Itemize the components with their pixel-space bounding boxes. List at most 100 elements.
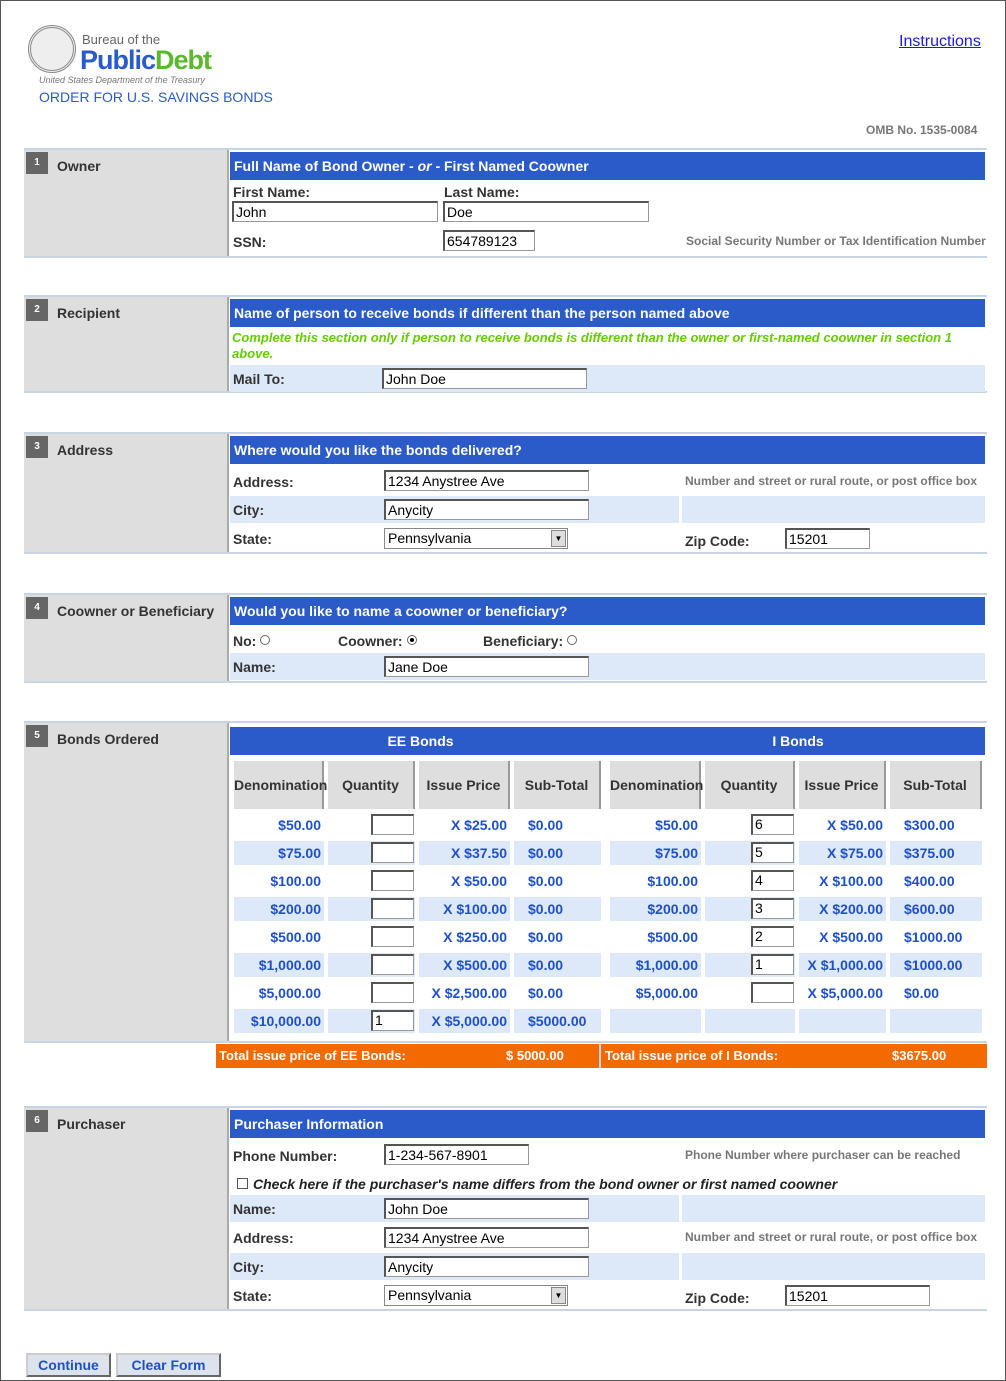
section-number: 5 — [26, 725, 48, 747]
differs-checkbox[interactable] — [237, 1178, 248, 1189]
ee-quantity-input[interactable] — [371, 898, 414, 919]
ee-quantity-input[interactable] — [371, 954, 414, 975]
denomination: $50.00 — [655, 817, 698, 833]
ee-bond-cell: $500.00 — [234, 925, 324, 949]
i-column-header: Quantity — [705, 761, 795, 809]
mail-to-input[interactable]: John Doe — [382, 368, 587, 389]
ee-quantity-input[interactable] — [371, 926, 414, 947]
differs-checkbox-row[interactable]: Check here if the purchaser's name diffe… — [237, 1176, 837, 1192]
section-header: Would you like to name a coowner or bene… — [230, 597, 985, 625]
last-name-input[interactable]: Doe — [443, 201, 649, 222]
sub-total: $0.00 — [528, 957, 564, 973]
i-quantity-input[interactable]: 5 — [751, 842, 794, 863]
i-quantity-input[interactable] — [751, 982, 794, 1003]
coowner-radio[interactable] — [406, 635, 417, 645]
address-section: 3 Address Where would you like the bonds … — [24, 432, 987, 554]
city-row-right — [682, 496, 985, 523]
zip-input[interactable]: 15201 — [785, 528, 870, 549]
state-select[interactable]: Pennsylvania ▼ — [384, 528, 568, 549]
no-radio[interactable] — [260, 635, 271, 645]
owner-section: 1 Owner Full Name of Bond Owner - or - Fi… — [24, 148, 987, 258]
beneficiary-option[interactable]: Beneficiary: — [483, 633, 578, 649]
ee-bond-cell: X $50.00 — [419, 869, 510, 893]
ee-bond-cell — [328, 925, 415, 949]
name-row-right — [682, 1195, 985, 1222]
ee-bond-cell — [328, 953, 415, 977]
city-input[interactable]: Anycity — [384, 499, 589, 520]
ee-quantity-input[interactable] — [371, 814, 414, 835]
section-title: Owner — [57, 158, 101, 174]
ee-quantity-input[interactable]: 1 — [371, 1010, 414, 1031]
denomination: $200.00 — [270, 901, 321, 917]
section-header: Name of person to receive bonds if diffe… — [230, 299, 985, 327]
name-label: Name: — [233, 1201, 276, 1217]
city-label: City: — [233, 502, 265, 518]
ee-bond-cell — [328, 841, 415, 865]
ee-bond-cell: $5000.00 — [514, 1009, 601, 1033]
ee-quantity-input[interactable] — [371, 842, 414, 863]
ee-bond-cell — [328, 813, 415, 837]
i-quantity-input[interactable]: 2 — [751, 926, 794, 947]
issue-price: X $500.00 — [819, 929, 883, 945]
issue-price: X $75.00 — [826, 845, 883, 861]
phone-hint: Phone Number where purchaser can be reac… — [685, 1148, 961, 1162]
i-bond-cell: 2 — [705, 925, 795, 949]
issue-price: X $50.00 — [826, 817, 883, 833]
i-bond-cell: $1000.00 — [890, 925, 982, 949]
denomination: $1,000.00 — [635, 957, 698, 973]
denomination: $100.00 — [647, 873, 698, 889]
coowner-option[interactable]: Coowner: — [338, 633, 417, 649]
coowner-name-input[interactable]: Jane Doe — [384, 656, 589, 677]
purchaser-zip-input[interactable]: 15201 — [785, 1285, 930, 1306]
last-name-label: Last Name: — [444, 184, 520, 200]
no-option[interactable]: No: — [233, 633, 271, 649]
i-bond-cell — [705, 981, 795, 1005]
i-bond-cell: $0.00 — [890, 981, 982, 1005]
i-bond-cell: $50.00 — [610, 813, 701, 837]
issue-price: X $2,500.00 — [431, 985, 507, 1001]
i-bond-cell — [890, 1009, 982, 1033]
sub-total: $600.00 — [904, 901, 955, 917]
continue-button[interactable]: Continue — [26, 1353, 111, 1377]
ee-bonds-header: EE Bonds — [230, 727, 607, 755]
treasury-seal-icon — [28, 25, 76, 73]
i-bond-cell: 6 — [705, 813, 795, 837]
ssn-input[interactable]: 654789123 — [443, 230, 535, 251]
i-bond-cell: $5,000.00 — [610, 981, 701, 1005]
sub-total: $375.00 — [904, 845, 955, 861]
clear-form-button[interactable]: Clear Form — [116, 1353, 221, 1377]
i-quantity-input[interactable]: 3 — [751, 898, 794, 919]
ee-total-value: $ 5000.00 — [506, 1048, 564, 1063]
first-name-input[interactable]: John — [232, 201, 438, 222]
purchaser-state-select[interactable]: Pennsylvania ▼ — [384, 1285, 568, 1306]
sub-total: $300.00 — [904, 817, 955, 833]
address-label: Address: — [233, 1230, 294, 1246]
ee-column-header: Sub-Total — [514, 761, 601, 809]
ee-bond-cell: $75.00 — [234, 841, 324, 865]
issue-price: X $200.00 — [819, 901, 883, 917]
ee-quantity-input[interactable] — [371, 982, 414, 1003]
ee-bond-cell: $10,000.00 — [234, 1009, 324, 1033]
i-bond-cell: $300.00 — [890, 813, 982, 837]
denomination: $75.00 — [278, 845, 321, 861]
instructions-link[interactable]: Instructions — [899, 33, 981, 50]
i-quantity-input[interactable]: 4 — [751, 870, 794, 891]
phone-input[interactable]: 1-234-567-8901 — [384, 1144, 529, 1165]
ee-quantity-input[interactable] — [371, 870, 414, 891]
i-quantity-input[interactable]: 1 — [751, 954, 794, 975]
i-bond-cell: 1 — [705, 953, 795, 977]
recipient-note: Complete this section only if person to … — [232, 330, 952, 361]
city-row-right — [682, 1253, 985, 1280]
address-input[interactable]: 1234 Anystree Ave — [384, 470, 589, 491]
beneficiary-radio[interactable] — [567, 635, 578, 645]
purchaser-city-input[interactable]: Anycity — [384, 1256, 589, 1277]
mail-to-row — [230, 365, 985, 392]
ee-bond-cell: X $25.00 — [419, 813, 510, 837]
denomination: $500.00 — [647, 929, 698, 945]
denomination: $5,000.00 — [258, 985, 321, 1001]
purchaser-name-input[interactable]: John Doe — [384, 1198, 589, 1219]
purchaser-address-input[interactable]: 1234 Anystree Ave — [384, 1227, 589, 1248]
i-quantity-input[interactable]: 6 — [751, 814, 794, 835]
ee-bond-cell — [328, 897, 415, 921]
i-bond-cell: X $200.00 — [799, 897, 886, 921]
